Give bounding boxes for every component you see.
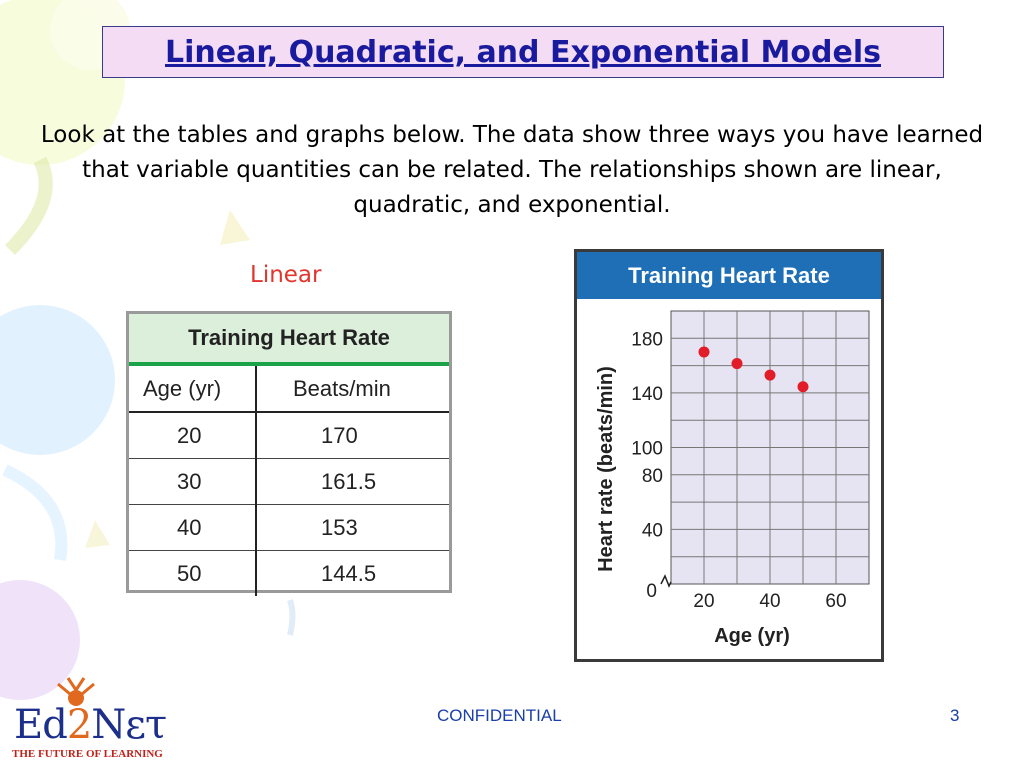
y-tick-label: 80 bbox=[642, 466, 663, 487]
cell-age: 20 bbox=[129, 412, 257, 459]
y-tick-label: 40 bbox=[642, 520, 663, 541]
y-axis-label: Heart rate (beats/min) bbox=[595, 366, 617, 572]
y-tick-label: 100 bbox=[631, 439, 663, 460]
header-age: Age (yr) bbox=[129, 366, 257, 413]
table-row: 50 144.5 bbox=[129, 550, 449, 596]
data-point bbox=[764, 369, 776, 381]
cell-beats: 161.5 bbox=[256, 458, 449, 505]
logo-tagline: THE FUTURE OF LEARNING bbox=[12, 748, 163, 760]
logo-figure-icon bbox=[57, 677, 95, 706]
x-tick-label: 20 bbox=[693, 591, 714, 612]
intro-paragraph: Look at the tables and graphs below. The… bbox=[40, 122, 984, 218]
header-beats: Beats/min bbox=[256, 366, 449, 413]
table-caption: Training Heart Rate bbox=[129, 314, 449, 366]
linear-label: Linear bbox=[250, 262, 322, 288]
data-point bbox=[797, 381, 809, 393]
x-tick-label: 60 bbox=[825, 591, 846, 612]
table-header-row: Age (yr) Beats/min bbox=[129, 366, 449, 413]
cell-beats: 170 bbox=[321, 422, 358, 448]
table-row: 20 170 bbox=[129, 412, 449, 459]
logo-name-mid: 2 bbox=[66, 702, 92, 748]
y-tick-label: 180 bbox=[631, 329, 663, 350]
slide-title: Linear, Quadratic, and Exponential Model… bbox=[165, 34, 881, 70]
chart-plot: 40 80 100 140 180 20 40 60 0 Heart rate (beats/m… bbox=[595, 310, 870, 647]
logo-name-left: Ed bbox=[14, 702, 68, 748]
heart-rate-table: Training Heart Rate Age (yr) Beats/min 2… bbox=[126, 311, 452, 596]
chart-title: Training Heart Rate bbox=[577, 252, 881, 299]
cell-age: 50 bbox=[129, 550, 257, 596]
origin-label: 0 bbox=[646, 581, 657, 602]
data-point bbox=[731, 358, 743, 370]
table-row: 40 153 bbox=[129, 504, 449, 551]
cell-beats: 153 bbox=[256, 504, 449, 551]
footer-confidential: CONFIDENTIAL bbox=[437, 706, 562, 725]
table-grid: Age (yr) Beats/min 20 170 30 161.5 40 15… bbox=[129, 366, 449, 596]
data-point bbox=[698, 346, 710, 358]
table-row: 30 161.5 bbox=[129, 458, 449, 505]
logo-name-right: Nετ bbox=[91, 702, 167, 748]
cell-age: 40 bbox=[129, 504, 257, 551]
title-box: Linear, Quadratic, and Exponential Model… bbox=[102, 26, 944, 78]
cell-age: 30 bbox=[129, 458, 257, 505]
cell-beats: 144.5 bbox=[256, 550, 449, 596]
axis-break-mark bbox=[660, 574, 672, 588]
heart-rate-chart: Training Heart Rate 40 80 100 140 180 20 40 60 0… bbox=[574, 249, 884, 662]
y-tick-label: 140 bbox=[631, 384, 663, 405]
x-tick-label: 40 bbox=[759, 591, 780, 612]
ed2net-logo: Ed2Nετ THE FUTURE OF LEARNING bbox=[8, 676, 178, 764]
page-number: 3 bbox=[950, 706, 960, 725]
x-axis-label: Age (yr) bbox=[714, 625, 790, 647]
